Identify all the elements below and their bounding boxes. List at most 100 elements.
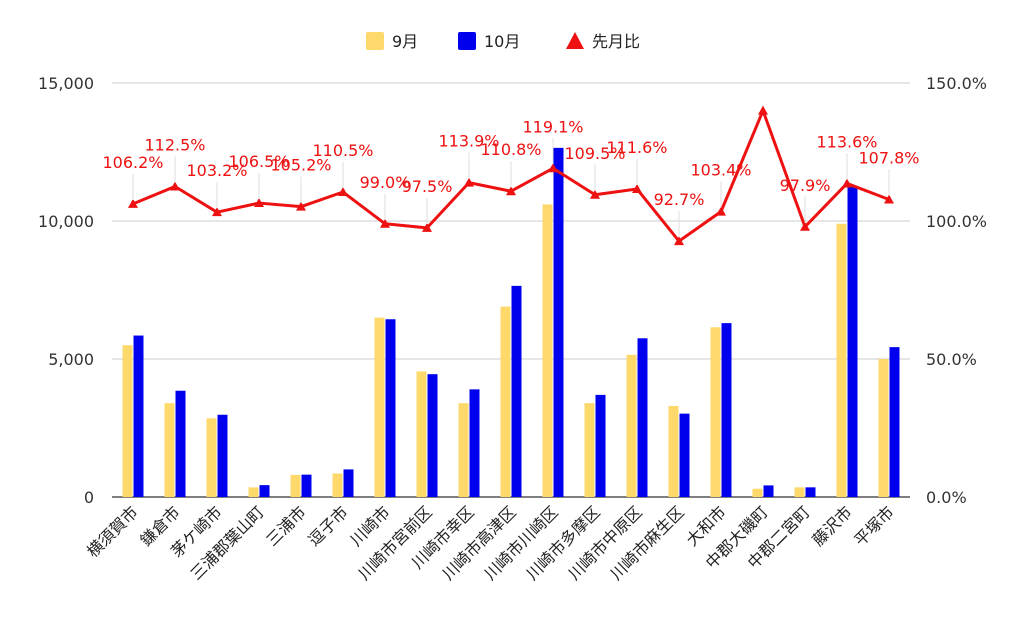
ratio-point xyxy=(674,236,684,246)
ratio-point xyxy=(296,201,306,211)
bar-10月 xyxy=(511,285,522,497)
ratio-line xyxy=(128,105,894,246)
y-left-tick-label: 15,000 xyxy=(38,74,94,93)
bar-9月 xyxy=(122,345,133,497)
ratio-point xyxy=(548,163,558,173)
bar-9月 xyxy=(878,359,889,497)
ratio-point xyxy=(800,221,810,231)
bar-10月 xyxy=(217,414,228,497)
category-label: 川崎市麻生区 xyxy=(607,502,688,583)
bar-9月 xyxy=(584,403,595,497)
ratio-data-label: 106.5% xyxy=(228,152,289,171)
ratio-data-label: 112.5% xyxy=(144,136,205,155)
ratio-data-label: 106.2% xyxy=(102,153,163,172)
category-label: 三浦市 xyxy=(262,502,309,549)
bar-10月 xyxy=(469,389,480,497)
legend-label: 先月比 xyxy=(592,32,640,51)
bar-9月 xyxy=(164,403,175,497)
y-axis-right: 0.0% 50.0% 100.0% 150.0% xyxy=(926,74,987,507)
ratio-data-label: 110.8% xyxy=(480,140,541,159)
bar-9月 xyxy=(626,354,637,497)
legend-label: 9月 xyxy=(392,32,418,51)
ratio-point xyxy=(506,186,516,196)
ratio-data-label: 109.5% xyxy=(564,144,625,163)
bar-10月 xyxy=(175,390,186,497)
bar-9月 xyxy=(248,487,259,497)
ratio-point xyxy=(842,178,852,188)
ratio-data-label: 99.0% xyxy=(360,173,411,192)
bar-10月 xyxy=(259,485,270,497)
ratio-point xyxy=(170,181,180,191)
gridlines xyxy=(112,82,910,498)
bar-9月 xyxy=(332,473,343,497)
ratio-data-label: 110.5% xyxy=(312,141,373,160)
y-left-tick-label: 5,000 xyxy=(48,350,94,369)
legend-label: 10月 xyxy=(484,32,520,51)
bar-10月 xyxy=(889,347,900,497)
legend-swatch xyxy=(458,32,476,50)
bar-10月 xyxy=(637,338,648,497)
ratio-data-label: 92.7% xyxy=(654,190,705,209)
y-right-tick-label: 150.0% xyxy=(926,74,987,93)
y-right-tick-label: 0.0% xyxy=(926,488,967,507)
ratio-point xyxy=(254,198,264,208)
ratio-point xyxy=(758,105,768,115)
bar-9月 xyxy=(416,371,427,497)
legend: 9月 10月 先月比 xyxy=(366,32,640,51)
bar-9月 xyxy=(668,405,679,497)
legend-swatch xyxy=(366,32,384,50)
ratio-data-label: 103.2% xyxy=(186,161,247,180)
ratio-point xyxy=(884,194,894,204)
ratio-data-label: 113.9% xyxy=(438,132,499,151)
bar-10月 xyxy=(343,469,354,497)
bar-10月 xyxy=(847,186,858,497)
category-label: 逗子市 xyxy=(304,502,351,549)
bar-9月 xyxy=(374,317,385,497)
y-right-tick-label: 50.0% xyxy=(926,350,977,369)
bar-10月 xyxy=(133,335,144,497)
ratio-point xyxy=(338,187,348,197)
ratio-data-label: 97.5% xyxy=(402,177,453,196)
ratio-data-label: 119.1% xyxy=(522,117,583,136)
ratio-point xyxy=(590,189,600,199)
ratio-point xyxy=(716,206,726,216)
ratio-data-label: 107.8% xyxy=(858,148,919,167)
ratio-data-label: 105.2% xyxy=(270,156,331,175)
bar-9月 xyxy=(752,488,763,497)
bar-10月 xyxy=(679,413,690,497)
y-axis-left: 0 5,000 10,000 15,000 xyxy=(38,74,94,507)
ratio-point xyxy=(380,218,390,228)
bar-9月 xyxy=(458,403,469,497)
bar-9月 xyxy=(710,327,721,497)
category-labels: 横須賀市鎌倉市茅ケ崎市三浦郡葉山町三浦市逗子市川崎市川崎市宮前区川崎市幸区川崎市… xyxy=(83,502,898,583)
bars xyxy=(122,147,900,498)
legend-item: 10月 xyxy=(458,32,520,51)
bar-9月 xyxy=(206,418,217,497)
data-labels: 106.2%112.5% 103.2%106.5%105.2%110.5% 99.0… xyxy=(102,117,920,238)
legend-item: 先月比 xyxy=(566,32,640,51)
ratio-point xyxy=(422,222,432,232)
ratio-data-label: 103.4% xyxy=(690,161,751,180)
bar-9月 xyxy=(290,474,301,497)
bar-10月 xyxy=(385,319,396,497)
ratio-point xyxy=(632,183,642,193)
y-left-tick-label: 0 xyxy=(84,488,94,507)
ratio-data-label: 97.9% xyxy=(780,176,831,195)
category-label: 横須賀市 xyxy=(83,502,142,561)
bar-9月 xyxy=(794,487,805,497)
bar-10月 xyxy=(301,474,312,497)
category-label: 三浦郡葉山町 xyxy=(187,502,268,583)
bar-10月 xyxy=(721,323,732,497)
ratio-point xyxy=(464,177,474,187)
legend-item: 9月 xyxy=(366,32,418,51)
ratio-point xyxy=(128,198,138,208)
y-left-tick-label: 10,000 xyxy=(38,212,94,231)
category-label: 藤沢市 xyxy=(808,502,855,549)
bar-10月 xyxy=(595,394,606,497)
ratio-data-label: 113.6% xyxy=(816,132,877,151)
legend-swatch xyxy=(566,32,584,49)
y-right-tick-label: 100.0% xyxy=(926,212,987,231)
ratio-data-label: 111.6% xyxy=(606,138,667,157)
